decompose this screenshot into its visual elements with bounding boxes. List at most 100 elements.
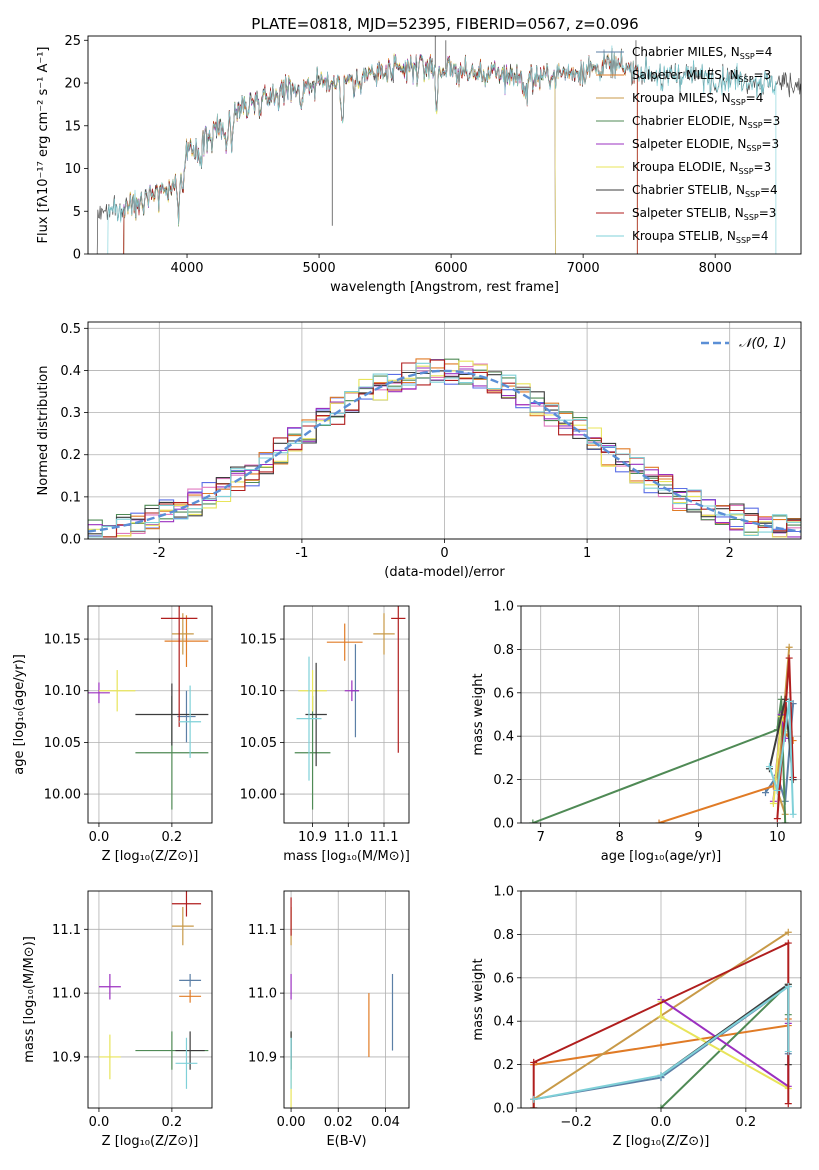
x-tick-label: 2 — [726, 546, 734, 561]
y-tick-label: 5 — [73, 205, 81, 220]
x-axis-label: Z [log₁₀(Z/Z⊙)] — [102, 849, 199, 864]
spectrum-lines — [96, 36, 801, 254]
weight-marker-salpeter-stelib — [530, 1104, 538, 1108]
histogram-steps — [88, 358, 801, 539]
y-axis-label: mass weight — [471, 673, 486, 755]
x-tick-label: 8000 — [699, 261, 732, 276]
y-tick-label: 10.10 — [44, 684, 81, 699]
y-tick-label: 10.9 — [248, 1050, 277, 1065]
x-tick-label: 0.0 — [89, 1115, 110, 1130]
mass-vs-z-panel: 0.0 0.2 10.9 11.0 11.1 Z [log₁₀(Z/Z⊙)] mass [l… — [22, 890, 213, 1149]
x-axis-label: mass [log₁₀(M/M⊙)] — [283, 849, 410, 864]
y-tick-label: 10.15 — [240, 633, 277, 648]
weight-marker-salpeter-stelib — [773, 815, 781, 823]
x-tick-label: 7000 — [567, 261, 600, 276]
y-tick-label: 0.2 — [493, 1058, 514, 1073]
x-tick-label: 0.0 — [651, 1115, 672, 1130]
y-axis-label: Normed distribution — [36, 366, 51, 496]
legend-label-chabrier-miles: Chabrier MILES, NSSP=4 — [632, 45, 772, 61]
spectrum-line-kroupa-stelib — [107, 45, 777, 254]
x-axis-label: E(B-V) — [326, 1134, 366, 1149]
mass-vs-ebv-points — [290, 897, 394, 1108]
spectrum-line-salpeter-stelib — [123, 49, 638, 254]
weight-marker-kroupa-elodie — [769, 799, 777, 807]
weight-marker-kroupa-stelib — [530, 1095, 538, 1103]
weight-marker-kroupa-stelib — [784, 1048, 792, 1056]
age-vs-z-panel: 0.0 0.2 10.00 10.05 10.10 10.15 Z [log₁₀(Z/Z⊙)… — [12, 605, 213, 864]
weight-marker-salpeter-stelib — [784, 939, 792, 947]
x-tick-label: 0.0 — [89, 830, 110, 845]
histogram-series-kroupa-stelib — [88, 362, 801, 539]
y-tick-label: 11.0 — [52, 987, 81, 1002]
x-tick-label: 11.0 — [334, 830, 363, 845]
weight-line-chabrier-elodie — [532, 699, 787, 823]
x-tick-label: -1 — [295, 546, 308, 561]
mass-vs-z-points — [98, 891, 209, 1089]
figure-title: PLATE=0818, MJD=52395, FIBERID=0567, z=0… — [251, 15, 638, 33]
x-tick-label: 8 — [615, 830, 623, 845]
axes-frame — [87, 321, 802, 540]
x-tick-label: 7 — [537, 830, 545, 845]
axes-frame — [87, 890, 213, 1109]
y-tick-label: 0.0 — [60, 533, 81, 548]
weight-marker-salpeter-stelib — [530, 1058, 538, 1066]
axes-frame — [520, 605, 802, 824]
weight-marker-kroupa-stelib — [785, 697, 793, 705]
x-axis-label: wavelength [Angstrom, rest frame] — [330, 280, 559, 295]
spectrum-line-kroupa-miles — [123, 49, 638, 254]
y-tick-label: 10.05 — [44, 736, 81, 751]
y-tick-label: 0.8 — [493, 643, 514, 658]
y-axis-label: mass [log₁₀(M/M⊙)] — [22, 936, 37, 1063]
weight-vs-z-lines — [530, 928, 792, 1108]
legend-label-salpeter-elodie: Salpeter ELODIE, NSSP=3 — [632, 137, 779, 153]
weight-marker-salpeter-miles — [655, 819, 663, 823]
y-tick-label: 0.1 — [60, 490, 81, 505]
weight-line-chabrier-miles — [764, 703, 795, 802]
y-tick-label: 20 — [64, 77, 81, 92]
histogram-panel: -2 -1 0 1 2 0.0 0.1 0.2 0.3 0.4 0.5 (data-model)/er… — [36, 321, 802, 580]
x-axis-label: Z [log₁₀(Z/Z⊙)] — [613, 1134, 710, 1149]
weight-marker-chabrier-elodie — [529, 819, 537, 823]
x-tick-label: 5000 — [303, 261, 336, 276]
y-tick-label: 10.9 — [52, 1050, 81, 1065]
y-tick-label: 0.0 — [493, 1102, 514, 1117]
weight-marker-kroupa-stelib — [773, 786, 781, 794]
x-tick-label: 11.1 — [370, 830, 399, 845]
legend-label-salpeter-miles: Salpeter MILES, NSSP=3 — [632, 68, 771, 84]
y-tick-label: 1.0 — [493, 885, 514, 900]
weight-vs-age-panel: 7 8 9 10 0.0 0.2 0.4 0.6 0.8 1.0 age [log₁₀(age/yr… — [471, 600, 802, 864]
x-tick-label: 0.2 — [736, 1115, 757, 1130]
legend-label-kroupa-elodie: Kroupa ELODIE, NSSP=3 — [632, 160, 771, 176]
x-tick-label: 4000 — [170, 261, 203, 276]
x-tick-label: 0.04 — [371, 1115, 400, 1130]
weight-marker-kroupa-stelib — [765, 763, 773, 771]
y-axis-label: Flux [fλ10⁻¹⁷ erg cm⁻² s⁻¹ A⁻¹] — [36, 47, 51, 244]
axes-frame — [283, 890, 410, 1109]
axes-frame — [87, 605, 213, 824]
weight-marker-salpeter-stelib — [785, 654, 793, 662]
legend-label-kroupa-miles: Kroupa MILES, NSSP=4 — [632, 91, 763, 107]
x-axis-label: Z [log₁₀(Z/Z⊙)] — [102, 1134, 199, 1149]
weight-marker-kroupa-elodie — [657, 1013, 665, 1021]
weight-marker-kroupa-miles — [785, 643, 793, 651]
weight-vs-z-panel: −0.2 0.0 0.2 0.0 0.2 0.4 0.6 0.8 1.0 Z [log₁₀(Z/Z… — [471, 885, 802, 1149]
weight-marker-kroupa-miles — [784, 928, 792, 936]
y-tick-label: 0.4 — [60, 364, 81, 379]
weight-vs-age-lines — [529, 643, 797, 823]
y-tick-label: 0.8 — [493, 928, 514, 943]
x-tick-label: 0.00 — [277, 1115, 306, 1130]
legend-label-chabrier-stelib: Chabrier STELIB, NSSP=4 — [632, 183, 778, 199]
x-tick-label: 9 — [694, 830, 702, 845]
x-tick-label: −0.2 — [560, 1115, 592, 1130]
y-tick-label: 0.5 — [60, 322, 81, 337]
spectrum-line-salpeter-miles — [123, 48, 638, 254]
weight-line-kroupa-stelib — [533, 984, 790, 1101]
legend-label-kroupa-stelib: Kroupa STELIB, NSSP=4 — [632, 229, 769, 245]
y-tick-label: 10.00 — [240, 788, 277, 803]
weight-marker-kroupa-stelib — [784, 982, 792, 990]
weight-marker-salpeter-miles — [657, 1041, 665, 1049]
legend-label-salpeter-stelib: Salpeter STELIB, NSSP=3 — [632, 206, 776, 222]
axes-frame — [283, 605, 410, 824]
y-tick-label: 0.3 — [60, 406, 81, 421]
